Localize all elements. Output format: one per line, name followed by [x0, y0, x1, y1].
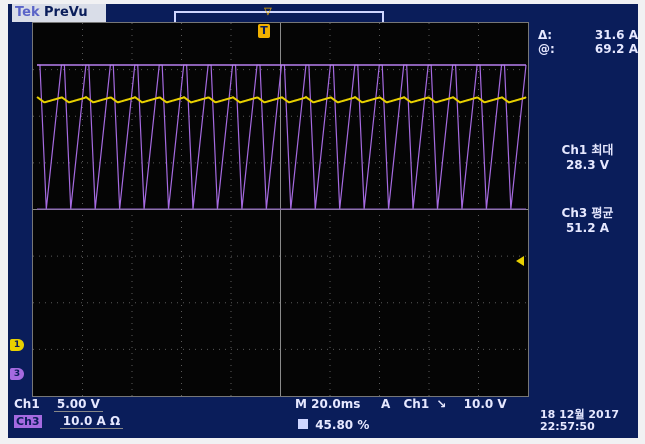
trigger-level[interactable]: 10.0 V [460, 397, 510, 411]
waveform-graticule [32, 22, 529, 397]
delta-value: 31.6 A [594, 28, 638, 42]
ch1-label[interactable]: Ch1 [14, 397, 40, 411]
oscilloscope-screen: Tek PreVu ▽ T Δ: 31.6 A @: 69.2 A Ch1 최대 2… [8, 4, 638, 438]
ch3-waveform [37, 64, 527, 210]
trigger-slope-icon: ↘ [436, 397, 447, 411]
record-trigger-marker-icon[interactable]: ▽ [264, 4, 272, 19]
trigger-position-marker-icon[interactable]: T [258, 24, 270, 38]
ch1-ground-marker-icon[interactable]: 1 [10, 339, 24, 351]
ch3-avg-value: 51.2 A [565, 221, 610, 235]
ch3-label[interactable]: Ch3 [14, 415, 42, 428]
top-bar: Tek PreVu ▽ [8, 4, 638, 25]
at-label: @: [538, 42, 555, 56]
ch1-max-label: Ch1 최대 [561, 143, 614, 157]
ch3-avg-label: Ch3 평균 [561, 206, 614, 220]
trigger-level-arrow-icon[interactable] [516, 256, 524, 266]
brand-badge: Tek PreVu [12, 4, 106, 22]
delta-label: Δ: [538, 28, 553, 42]
time: 22:57:50 [540, 420, 595, 433]
date: 18 12월 2017 [540, 408, 620, 421]
ch1-scale[interactable]: 5.00 V [53, 397, 103, 412]
record-bar-start [174, 13, 176, 25]
ch1-max-value: 28.3 V [565, 158, 610, 172]
record-position-bar[interactable] [174, 11, 384, 25]
waveform-plot [33, 23, 528, 396]
ch3-scale[interactable]: 10.0 A Ω [59, 414, 124, 429]
ch3-ground-marker-icon[interactable]: 3 [10, 368, 24, 380]
cursor-readout: Δ: 31.6 A @: 69.2 A [538, 28, 638, 56]
at-value: 69.2 A [594, 42, 638, 56]
timebase[interactable]: M 20.0ms [295, 397, 361, 411]
ch3-avg-measurement: Ch3 평균 51.2 A [540, 204, 635, 235]
acquisition-mode: PreVu [44, 5, 88, 20]
trigger-source[interactable]: Ch1 [400, 397, 433, 411]
record-position-icon [298, 419, 308, 429]
trigger-mode: A [381, 397, 391, 411]
brand-logo: Tek [15, 5, 40, 20]
record-position-percent: 45.80 % [315, 418, 370, 432]
ch1-max-measurement: Ch1 최대 28.3 V [540, 141, 635, 172]
status-bar: Ch1 5.00 V Ch3 10.0 A Ω M 20.0ms A Ch1 ↘… [8, 395, 638, 438]
record-bar-end [382, 13, 384, 25]
ch1-waveform [36, 95, 527, 104]
